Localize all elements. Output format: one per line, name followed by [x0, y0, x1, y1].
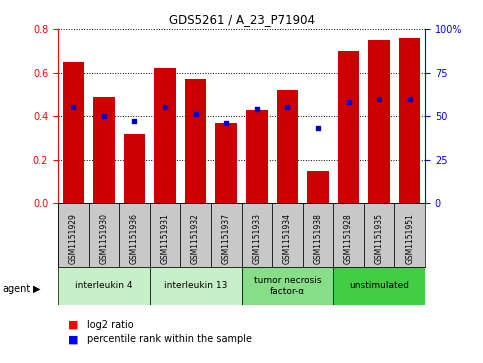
Bar [88, 203, 119, 267]
Text: ■: ■ [68, 320, 78, 330]
Text: ■: ■ [68, 334, 78, 344]
Text: GSM1151932: GSM1151932 [191, 213, 200, 264]
Bar [333, 267, 425, 305]
Bar [211, 203, 242, 267]
Bar [338, 51, 359, 203]
Text: GSM1151951: GSM1151951 [405, 213, 414, 264]
Point [345, 99, 353, 105]
Point [161, 105, 169, 110]
Bar [395, 203, 425, 267]
Bar [246, 110, 268, 203]
Bar [215, 123, 237, 203]
Text: GSM1151933: GSM1151933 [252, 213, 261, 264]
Bar [272, 203, 303, 267]
Text: ▶: ▶ [33, 284, 41, 294]
Bar [119, 203, 150, 267]
Bar [185, 79, 206, 203]
Title: GDS5261 / A_23_P71904: GDS5261 / A_23_P71904 [169, 13, 314, 26]
Point [192, 111, 199, 117]
Text: tumor necrosis
factor-α: tumor necrosis factor-α [254, 276, 321, 295]
Bar [150, 203, 180, 267]
Bar [155, 68, 176, 203]
Point [130, 118, 138, 124]
Bar [124, 134, 145, 203]
Text: interleukin 13: interleukin 13 [164, 281, 227, 290]
Bar [242, 203, 272, 267]
Bar [180, 203, 211, 267]
Bar [150, 267, 242, 305]
Text: unstimulated: unstimulated [349, 281, 409, 290]
Point [284, 105, 291, 110]
Bar [399, 38, 420, 203]
Point [314, 126, 322, 131]
Text: GSM1151937: GSM1151937 [222, 213, 231, 264]
Bar [307, 171, 329, 203]
Point [253, 106, 261, 112]
Text: GSM1151931: GSM1151931 [160, 213, 170, 264]
Text: GSM1151928: GSM1151928 [344, 213, 353, 264]
Bar [364, 203, 395, 267]
Bar [277, 90, 298, 203]
Point [70, 105, 77, 110]
Bar [333, 203, 364, 267]
Bar [242, 267, 333, 305]
Bar [58, 203, 88, 267]
Text: GSM1151934: GSM1151934 [283, 213, 292, 264]
Text: log2 ratio: log2 ratio [87, 320, 134, 330]
Text: agent: agent [2, 284, 30, 294]
Point [222, 120, 230, 126]
Point [406, 96, 413, 102]
Bar [93, 97, 114, 203]
Point [375, 96, 383, 102]
Text: percentile rank within the sample: percentile rank within the sample [87, 334, 252, 344]
Bar [58, 267, 150, 305]
Text: GSM1151938: GSM1151938 [313, 213, 323, 264]
Bar [63, 62, 84, 203]
Bar [369, 40, 390, 203]
Text: GSM1151935: GSM1151935 [375, 213, 384, 264]
Bar [303, 203, 333, 267]
Text: GSM1151936: GSM1151936 [130, 213, 139, 264]
Text: interleukin 4: interleukin 4 [75, 281, 133, 290]
Text: GSM1151930: GSM1151930 [99, 213, 108, 264]
Point [100, 113, 108, 119]
Text: GSM1151929: GSM1151929 [69, 213, 78, 264]
